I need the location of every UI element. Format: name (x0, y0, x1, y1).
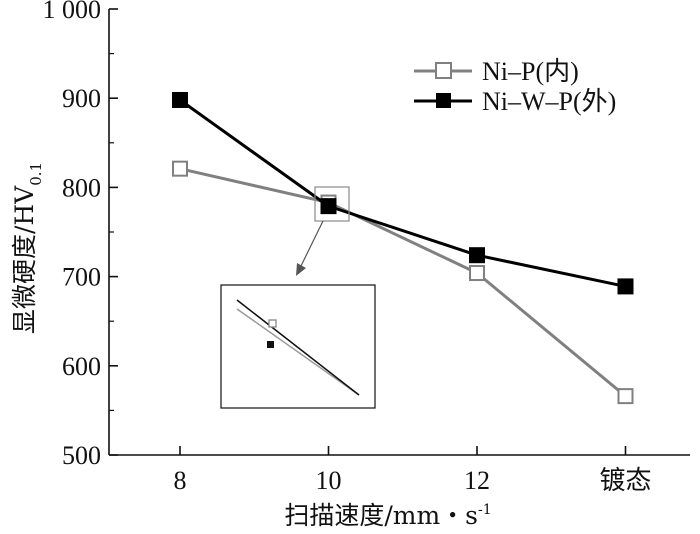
y-tick-label: 800 (62, 173, 101, 202)
zoom-highlight-box (314, 186, 350, 222)
series-line (179, 167, 627, 398)
data-point (617, 388, 634, 405)
y-tick-label: 700 (62, 263, 101, 292)
x-tick-label: 10 (316, 466, 342, 495)
inset-line-ni-w-p (236, 299, 360, 396)
y-axis-title-sub: 0.1 (27, 162, 45, 186)
axes (108, 9, 690, 456)
data-point (469, 265, 485, 282)
y-ticks: 500 600 700 800 900 1 000 (43, 0, 118, 470)
zoom-arrow-head (296, 263, 306, 276)
inset-line-ni-p (236, 308, 360, 396)
data-point (617, 278, 634, 295)
y-tick-label: 600 (62, 352, 101, 381)
x-axis-title-sup: -1 (478, 502, 492, 518)
legend-label-ni-w-p: Ni–W–P(外) (482, 87, 616, 116)
x-axis-title: 扫描速度/mm・s-1 (284, 501, 491, 530)
x-ticks: 8 10 12 镀态 (174, 446, 652, 495)
inset (220, 284, 376, 409)
legend-item-ni-p: Ni–P(内) (414, 57, 579, 86)
x-tick-label: 8 (174, 466, 187, 495)
data-point (469, 247, 485, 264)
x-tick-label: 12 (464, 466, 490, 495)
zoom-arrow-line (299, 220, 324, 269)
y-tick-label: 500 (62, 441, 101, 470)
x-axis-title-main: 扫描速度/mm・s (284, 501, 478, 530)
data-point (172, 91, 188, 108)
inset-marker-ni-p (268, 319, 277, 328)
x-tick-label: 镀态 (599, 466, 651, 495)
y-tick-label: 900 (62, 84, 101, 113)
legend-marker-ni-w-p (436, 93, 451, 108)
series-line (179, 98, 626, 288)
legend-item-ni-w-p: Ni–W–P(外) (414, 87, 616, 116)
y-axis-title: 显微硬度/HV0.1 (10, 162, 45, 334)
series-layer (172, 91, 634, 405)
legend-marker-ni-p (435, 62, 452, 79)
y-axis-title-main: 显微硬度/HV (10, 185, 39, 334)
data-point (320, 198, 337, 215)
y-tick-label: 1 000 (43, 0, 102, 24)
data-point (172, 160, 188, 177)
legend: Ni–P(内) Ni–W–P(外) (414, 57, 616, 116)
inset-marker-ni-w-p (267, 341, 274, 348)
legend-label-ni-p: Ni–P(内) (482, 57, 579, 86)
